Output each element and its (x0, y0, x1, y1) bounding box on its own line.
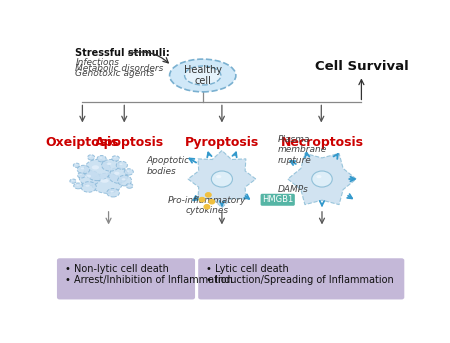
Ellipse shape (122, 178, 126, 180)
Text: Plasma
membrane
rupture: Plasma membrane rupture (278, 135, 327, 165)
FancyBboxPatch shape (198, 258, 404, 299)
Ellipse shape (312, 171, 332, 187)
Text: DAMPs: DAMPs (278, 185, 309, 194)
Ellipse shape (100, 179, 109, 183)
Ellipse shape (84, 159, 111, 181)
Ellipse shape (216, 175, 221, 178)
Ellipse shape (170, 59, 236, 92)
Text: • Lytic cell death: • Lytic cell death (206, 264, 289, 274)
Ellipse shape (80, 174, 82, 175)
Text: • Non-lytic cell death: • Non-lytic cell death (65, 264, 169, 274)
Text: Cell Survival: Cell Survival (315, 60, 408, 73)
Ellipse shape (79, 170, 100, 185)
Ellipse shape (117, 175, 131, 186)
Ellipse shape (184, 66, 221, 85)
Ellipse shape (81, 182, 96, 192)
Ellipse shape (119, 164, 122, 165)
Ellipse shape (116, 161, 127, 169)
Ellipse shape (77, 173, 85, 178)
Text: Necroptosis: Necroptosis (280, 135, 364, 149)
Ellipse shape (75, 164, 77, 165)
Ellipse shape (70, 179, 76, 183)
Text: Infections: Infections (76, 58, 119, 67)
Text: Stressful stimuli:: Stressful stimuli: (76, 48, 170, 58)
Ellipse shape (88, 155, 94, 160)
Text: HMGB1: HMGB1 (262, 195, 293, 204)
Text: Metabolic disorders: Metabolic disorders (76, 63, 164, 73)
Ellipse shape (127, 170, 129, 172)
Text: • Arrest/Inhibition of Inflammation: • Arrest/Inhibition of Inflammation (65, 275, 233, 285)
Ellipse shape (74, 183, 83, 189)
Text: Apoptosis: Apoptosis (95, 135, 164, 149)
Ellipse shape (107, 189, 119, 197)
Text: Pyroptosis: Pyroptosis (185, 135, 259, 149)
Ellipse shape (90, 156, 91, 157)
Text: • Induction/Spreading of Inflammation: • Induction/Spreading of Inflammation (206, 275, 394, 285)
Ellipse shape (316, 175, 321, 178)
Polygon shape (288, 153, 356, 205)
Ellipse shape (77, 165, 90, 174)
Ellipse shape (99, 157, 102, 158)
Ellipse shape (72, 180, 73, 181)
Text: Genotoxic agents: Genotoxic agents (76, 69, 155, 79)
Ellipse shape (108, 167, 128, 183)
Ellipse shape (73, 163, 80, 167)
Text: Oxeiptosis: Oxeiptosis (45, 135, 119, 149)
Ellipse shape (86, 185, 90, 187)
Ellipse shape (107, 163, 112, 165)
Ellipse shape (102, 159, 119, 171)
Ellipse shape (212, 171, 233, 187)
Ellipse shape (97, 155, 106, 162)
Ellipse shape (86, 175, 91, 178)
FancyBboxPatch shape (57, 258, 195, 299)
Circle shape (204, 205, 210, 209)
Ellipse shape (124, 169, 133, 175)
Circle shape (209, 200, 215, 204)
Ellipse shape (76, 185, 79, 186)
Ellipse shape (114, 172, 120, 175)
Circle shape (206, 193, 211, 197)
Ellipse shape (112, 156, 119, 161)
Circle shape (199, 198, 205, 202)
Ellipse shape (110, 191, 114, 192)
Ellipse shape (92, 165, 99, 169)
Ellipse shape (81, 168, 84, 169)
Text: Apoptotic
bodies: Apoptotic bodies (147, 156, 190, 176)
Text: Healthy
cell: Healthy cell (184, 65, 222, 86)
Text: Pro-inflammatory
cytokines: Pro-inflammatory cytokines (168, 196, 246, 215)
Polygon shape (188, 151, 256, 208)
Ellipse shape (128, 185, 130, 186)
Ellipse shape (126, 184, 133, 188)
Ellipse shape (91, 173, 122, 193)
Ellipse shape (114, 157, 116, 158)
